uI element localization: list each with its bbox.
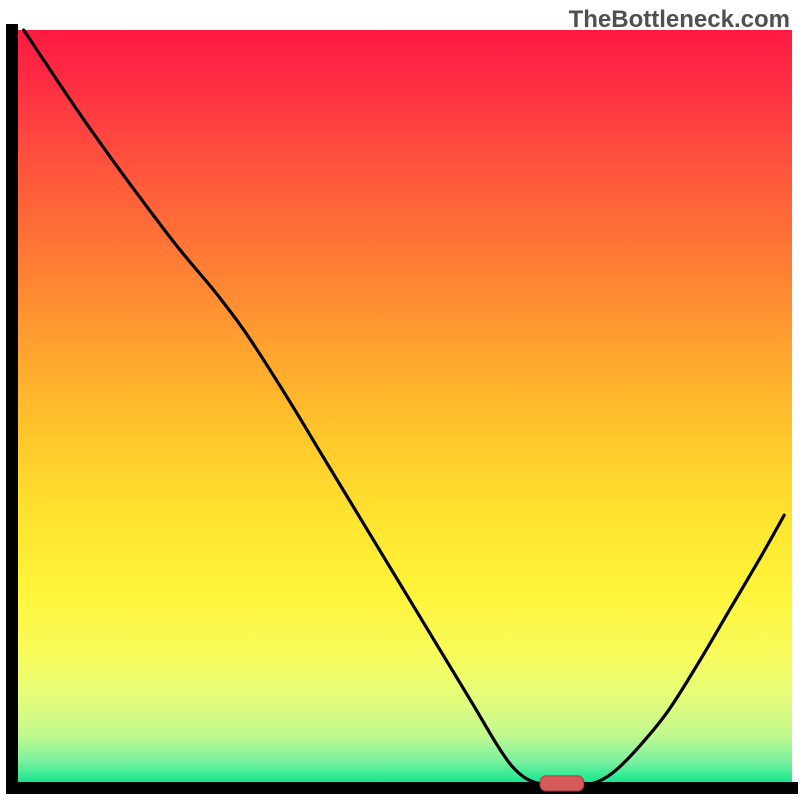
bottleneck-chart (0, 0, 800, 800)
plot-background (12, 30, 792, 788)
optimal-marker (540, 776, 584, 791)
x-axis-line (6, 782, 798, 794)
y-axis-line (6, 24, 18, 794)
watermark-text: TheBottleneck.com (569, 6, 790, 34)
chart-frame: TheBottleneck.com (0, 0, 800, 800)
